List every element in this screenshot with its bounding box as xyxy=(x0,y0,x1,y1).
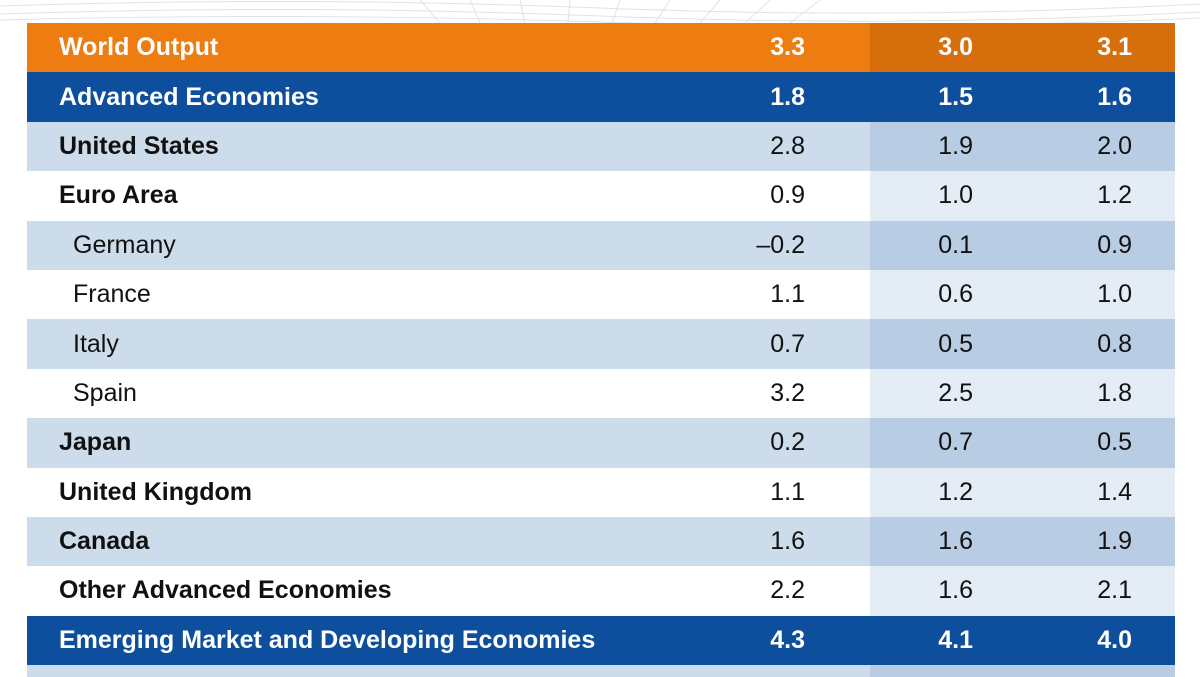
row-value: 2.5 xyxy=(938,378,973,407)
row-value: 0.5 xyxy=(1097,428,1132,457)
row-value: 0.2 xyxy=(770,428,805,457)
row-value: 0.7 xyxy=(770,329,805,358)
row-value: 3.3 xyxy=(770,33,805,62)
row-label: Advanced Economies xyxy=(59,82,319,111)
row-value: 2.2 xyxy=(770,576,805,605)
row-value: 2.0 xyxy=(1097,131,1132,160)
row-value: 4.0 xyxy=(1097,625,1132,654)
row-value: 1.0 xyxy=(1097,280,1132,309)
row-value: –0.2 xyxy=(756,230,805,259)
table-row: Canada 1.6 1.6 1.9 xyxy=(27,516,1175,567)
row-label: Germany xyxy=(73,230,176,259)
row-value: 1.8 xyxy=(770,82,805,111)
row-value: 1.6 xyxy=(938,527,973,556)
table-row: Other Advanced Economies 2.2 1.6 2.1 xyxy=(27,566,1175,616)
row-value: 3.1 xyxy=(1097,33,1132,62)
row-value: 1.1 xyxy=(770,477,805,506)
row-value: 0.9 xyxy=(770,181,805,210)
row-label: Other Advanced Economies xyxy=(59,576,392,605)
table-row: United States 2.8 1.9 2.0 xyxy=(27,121,1175,172)
row-value: 0.5 xyxy=(938,329,973,358)
row-value: 2.8 xyxy=(770,131,805,160)
row-label: Emerging Market and Developing Economies xyxy=(59,625,596,654)
row-value: 1.6 xyxy=(938,576,973,605)
row-value: 1.2 xyxy=(938,477,973,506)
row-value: 0.1 xyxy=(938,230,973,259)
row-label: Euro Area xyxy=(59,181,178,210)
row-value: 0.6 xyxy=(938,280,973,309)
row-value: 1.2 xyxy=(1097,181,1132,210)
row-value: 0.7 xyxy=(938,428,973,457)
row-value: 3.0 xyxy=(938,33,973,62)
row-value: 1.0 xyxy=(938,181,973,210)
table-row: United Kingdom 1.1 1.2 1.4 xyxy=(27,467,1175,517)
row-value: 3.2 xyxy=(770,378,805,407)
table-row: Advanced Economies 1.8 1.5 1.6 xyxy=(27,72,1175,122)
row-label: Italy xyxy=(73,329,119,358)
table-row: Euro Area 0.9 1.0 1.2 xyxy=(27,171,1175,221)
table-row: Spain 3.2 2.5 1.8 xyxy=(27,368,1175,419)
table-row: Italy 0.7 0.5 0.8 xyxy=(27,319,1175,369)
row-value: 4.3 xyxy=(770,625,805,654)
row-value: 4.1 xyxy=(938,625,973,654)
row-label: Japan xyxy=(59,428,132,457)
row-value: 2.1 xyxy=(1097,576,1132,605)
row-value: 1.1 xyxy=(770,280,805,309)
row-value: 1.9 xyxy=(938,131,973,160)
table-row: France 1.1 0.6 1.0 xyxy=(27,269,1175,320)
row-label: World Output xyxy=(59,33,219,62)
row-value: 1.9 xyxy=(1097,527,1132,556)
table-row: Emerging Market and Developing Economies… xyxy=(27,615,1175,666)
data-table: World Output 3.3 3.0 3.1 Advanced Econom… xyxy=(27,23,1175,677)
table-row: Japan 0.2 0.7 0.5 xyxy=(27,418,1175,468)
row-value: 1.6 xyxy=(1097,82,1132,111)
row-value: 1.4 xyxy=(1097,477,1132,506)
table-continuation xyxy=(27,665,1175,677)
row-label: Canada xyxy=(59,527,150,556)
row-value: 0.8 xyxy=(1097,329,1132,358)
table-row: World Output 3.3 3.0 3.1 xyxy=(27,23,1175,73)
row-label: United Kingdom xyxy=(59,477,253,506)
row-value: 1.5 xyxy=(938,82,973,111)
row-label: France xyxy=(73,280,151,309)
table-row: Germany –0.2 0.1 0.9 xyxy=(27,220,1175,270)
row-value: 0.9 xyxy=(1097,230,1132,259)
row-label: Spain xyxy=(73,378,137,407)
row-value: 1.6 xyxy=(770,527,805,556)
row-value: 1.8 xyxy=(1097,378,1132,407)
row-label: United States xyxy=(59,131,219,160)
